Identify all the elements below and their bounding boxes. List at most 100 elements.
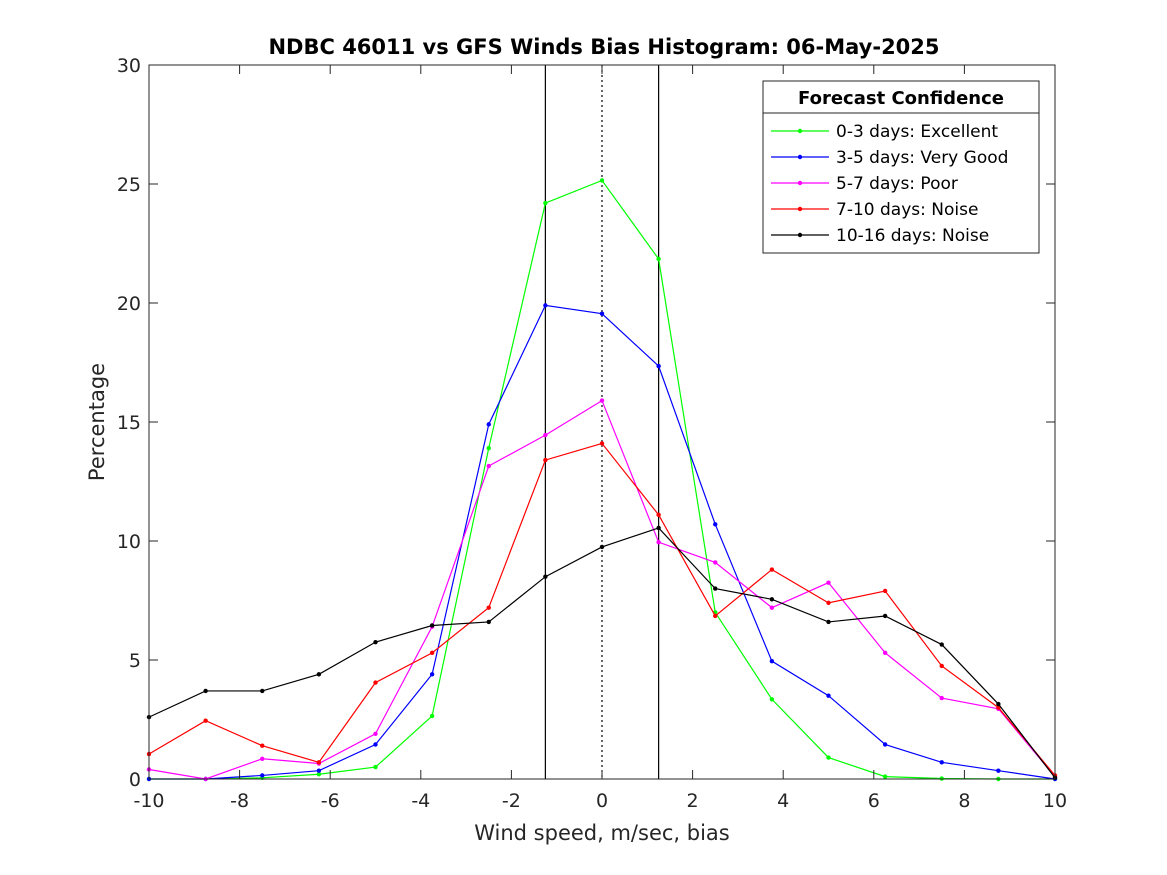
y-tick-label: 5 bbox=[129, 650, 141, 672]
data-point-0-6 bbox=[486, 445, 491, 451]
legend-label: 10-16 days: Noise bbox=[836, 226, 989, 246]
data-point-3-12 bbox=[826, 600, 831, 606]
data-point-3-3 bbox=[316, 760, 322, 765]
data-point-1-5 bbox=[429, 672, 435, 677]
x-tick-label: 4 bbox=[777, 790, 789, 812]
reference-lines bbox=[544, 65, 660, 779]
data-point-0-7 bbox=[543, 200, 548, 206]
data-point-2-12 bbox=[826, 580, 831, 585]
data-point-2-8 bbox=[599, 398, 605, 403]
data-point-4-11 bbox=[769, 597, 775, 602]
data-point-1-13 bbox=[882, 742, 888, 747]
data-point-4-7 bbox=[543, 574, 548, 579]
legend-swatch-marker bbox=[797, 206, 803, 212]
data-point-0-3 bbox=[316, 772, 322, 777]
data-point-3-2 bbox=[260, 743, 265, 748]
data-point-4-10 bbox=[713, 586, 718, 591]
data-point-4-15 bbox=[996, 701, 1001, 707]
legend-entry-1: 3-5 days: Very Good bbox=[771, 148, 1008, 168]
y-tick-label: 0 bbox=[129, 769, 141, 791]
data-point-0-11 bbox=[769, 697, 775, 702]
data-point-2-13 bbox=[882, 650, 888, 656]
data-point-3-1 bbox=[203, 718, 208, 723]
data-point-1-7 bbox=[543, 303, 548, 308]
legend-entry-3: 7-10 days: Noise bbox=[771, 200, 978, 220]
data-point-1-3 bbox=[316, 768, 322, 773]
y-tick-label: 15 bbox=[117, 412, 141, 434]
data-point-4-3 bbox=[316, 672, 322, 677]
data-point-1-14 bbox=[939, 760, 944, 765]
data-point-3-7 bbox=[543, 457, 548, 463]
legend-entry-2: 5-7 days: Poor bbox=[771, 174, 958, 194]
data-point-4-5 bbox=[429, 623, 435, 628]
data-point-0-4 bbox=[373, 764, 378, 770]
data-point-4-14 bbox=[939, 642, 944, 647]
data-point-2-10 bbox=[713, 560, 718, 565]
legend-label: 3-5 days: Very Good bbox=[836, 148, 1008, 168]
x-axis-label: Wind speed, m/sec, bias bbox=[474, 821, 730, 845]
x-tick-label: 2 bbox=[687, 790, 699, 812]
data-point-2-9 bbox=[656, 539, 661, 545]
y-tick-label: 25 bbox=[117, 174, 141, 196]
legend-swatch-marker bbox=[797, 154, 803, 160]
x-tick-label: 0 bbox=[596, 790, 608, 812]
legend-swatch-marker bbox=[797, 128, 803, 134]
data-point-1-11 bbox=[769, 658, 775, 664]
legend-title: Forecast Confidence bbox=[798, 88, 1004, 109]
data-point-3-13 bbox=[882, 588, 888, 594]
x-tick-label: -2 bbox=[502, 790, 521, 812]
legend-label: 7-10 days: Noise bbox=[836, 200, 978, 220]
data-point-4-12 bbox=[826, 619, 831, 625]
data-point-1-15 bbox=[996, 768, 1001, 773]
data-point-2-11 bbox=[769, 605, 775, 610]
legend-label: 0-3 days: Excellent bbox=[836, 122, 998, 142]
legend-label: 5-7 days: Poor bbox=[836, 174, 958, 194]
data-point-0-13 bbox=[882, 774, 888, 779]
data-point-1-9 bbox=[656, 363, 661, 369]
x-tick-label: 10 bbox=[1043, 790, 1067, 812]
data-point-1-2 bbox=[260, 773, 265, 778]
data-point-4-13 bbox=[882, 613, 888, 619]
series-3 bbox=[146, 441, 1058, 778]
data-point-3-15 bbox=[996, 705, 1001, 710]
data-point-1-12 bbox=[826, 693, 831, 698]
data-point-4-2 bbox=[260, 688, 265, 694]
x-tick-label: -4 bbox=[411, 790, 430, 812]
y-axis-label: Percentage bbox=[85, 363, 109, 481]
x-tick-label: 6 bbox=[868, 790, 880, 812]
legend-items: 0-3 days: Excellent 3-5 days: Very Good 5-… bbox=[771, 122, 1008, 246]
data-point-2-2 bbox=[260, 756, 265, 761]
y-tick-label: 20 bbox=[117, 293, 141, 315]
data-point-1-10 bbox=[713, 522, 718, 527]
data-point-3-9 bbox=[656, 512, 661, 518]
data-point-1-4 bbox=[373, 742, 378, 747]
data-point-3-11 bbox=[769, 567, 775, 572]
series-4 bbox=[146, 525, 1058, 781]
data-point-4-1 bbox=[203, 688, 208, 694]
legend-swatch-marker bbox=[797, 232, 803, 238]
data-point-0-9 bbox=[656, 256, 661, 262]
legend-entry-0: 0-3 days: Excellent bbox=[771, 122, 998, 142]
data-point-4-9 bbox=[656, 525, 661, 531]
data-point-1-6 bbox=[486, 422, 491, 427]
legend: Forecast Confidence 0-3 days: Excellent 3… bbox=[762, 80, 1040, 254]
data-point-4-4 bbox=[373, 639, 378, 645]
data-point-2-7 bbox=[543, 432, 548, 438]
y-tick-label: 10 bbox=[117, 531, 141, 553]
y-tick-label: 30 bbox=[117, 55, 141, 77]
x-tick-label: 8 bbox=[958, 790, 970, 812]
legend-title-box bbox=[762, 80, 1040, 114]
data-point-3-8 bbox=[599, 441, 605, 446]
chart-title: NDBC 46011 vs GFS Winds Bias Histogram: … bbox=[268, 35, 939, 59]
data-point-3-5 bbox=[429, 650, 435, 656]
data-point-1-8 bbox=[599, 311, 605, 316]
x-tick-label: -8 bbox=[230, 790, 249, 812]
legend-swatch-marker bbox=[797, 180, 803, 186]
data-point-3-6 bbox=[486, 605, 491, 610]
data-point-0-5 bbox=[429, 713, 435, 719]
data-point-3-10 bbox=[713, 613, 718, 619]
data-point-2-6 bbox=[486, 463, 491, 469]
data-point-0-12 bbox=[826, 755, 831, 760]
series-layer bbox=[146, 178, 1058, 782]
